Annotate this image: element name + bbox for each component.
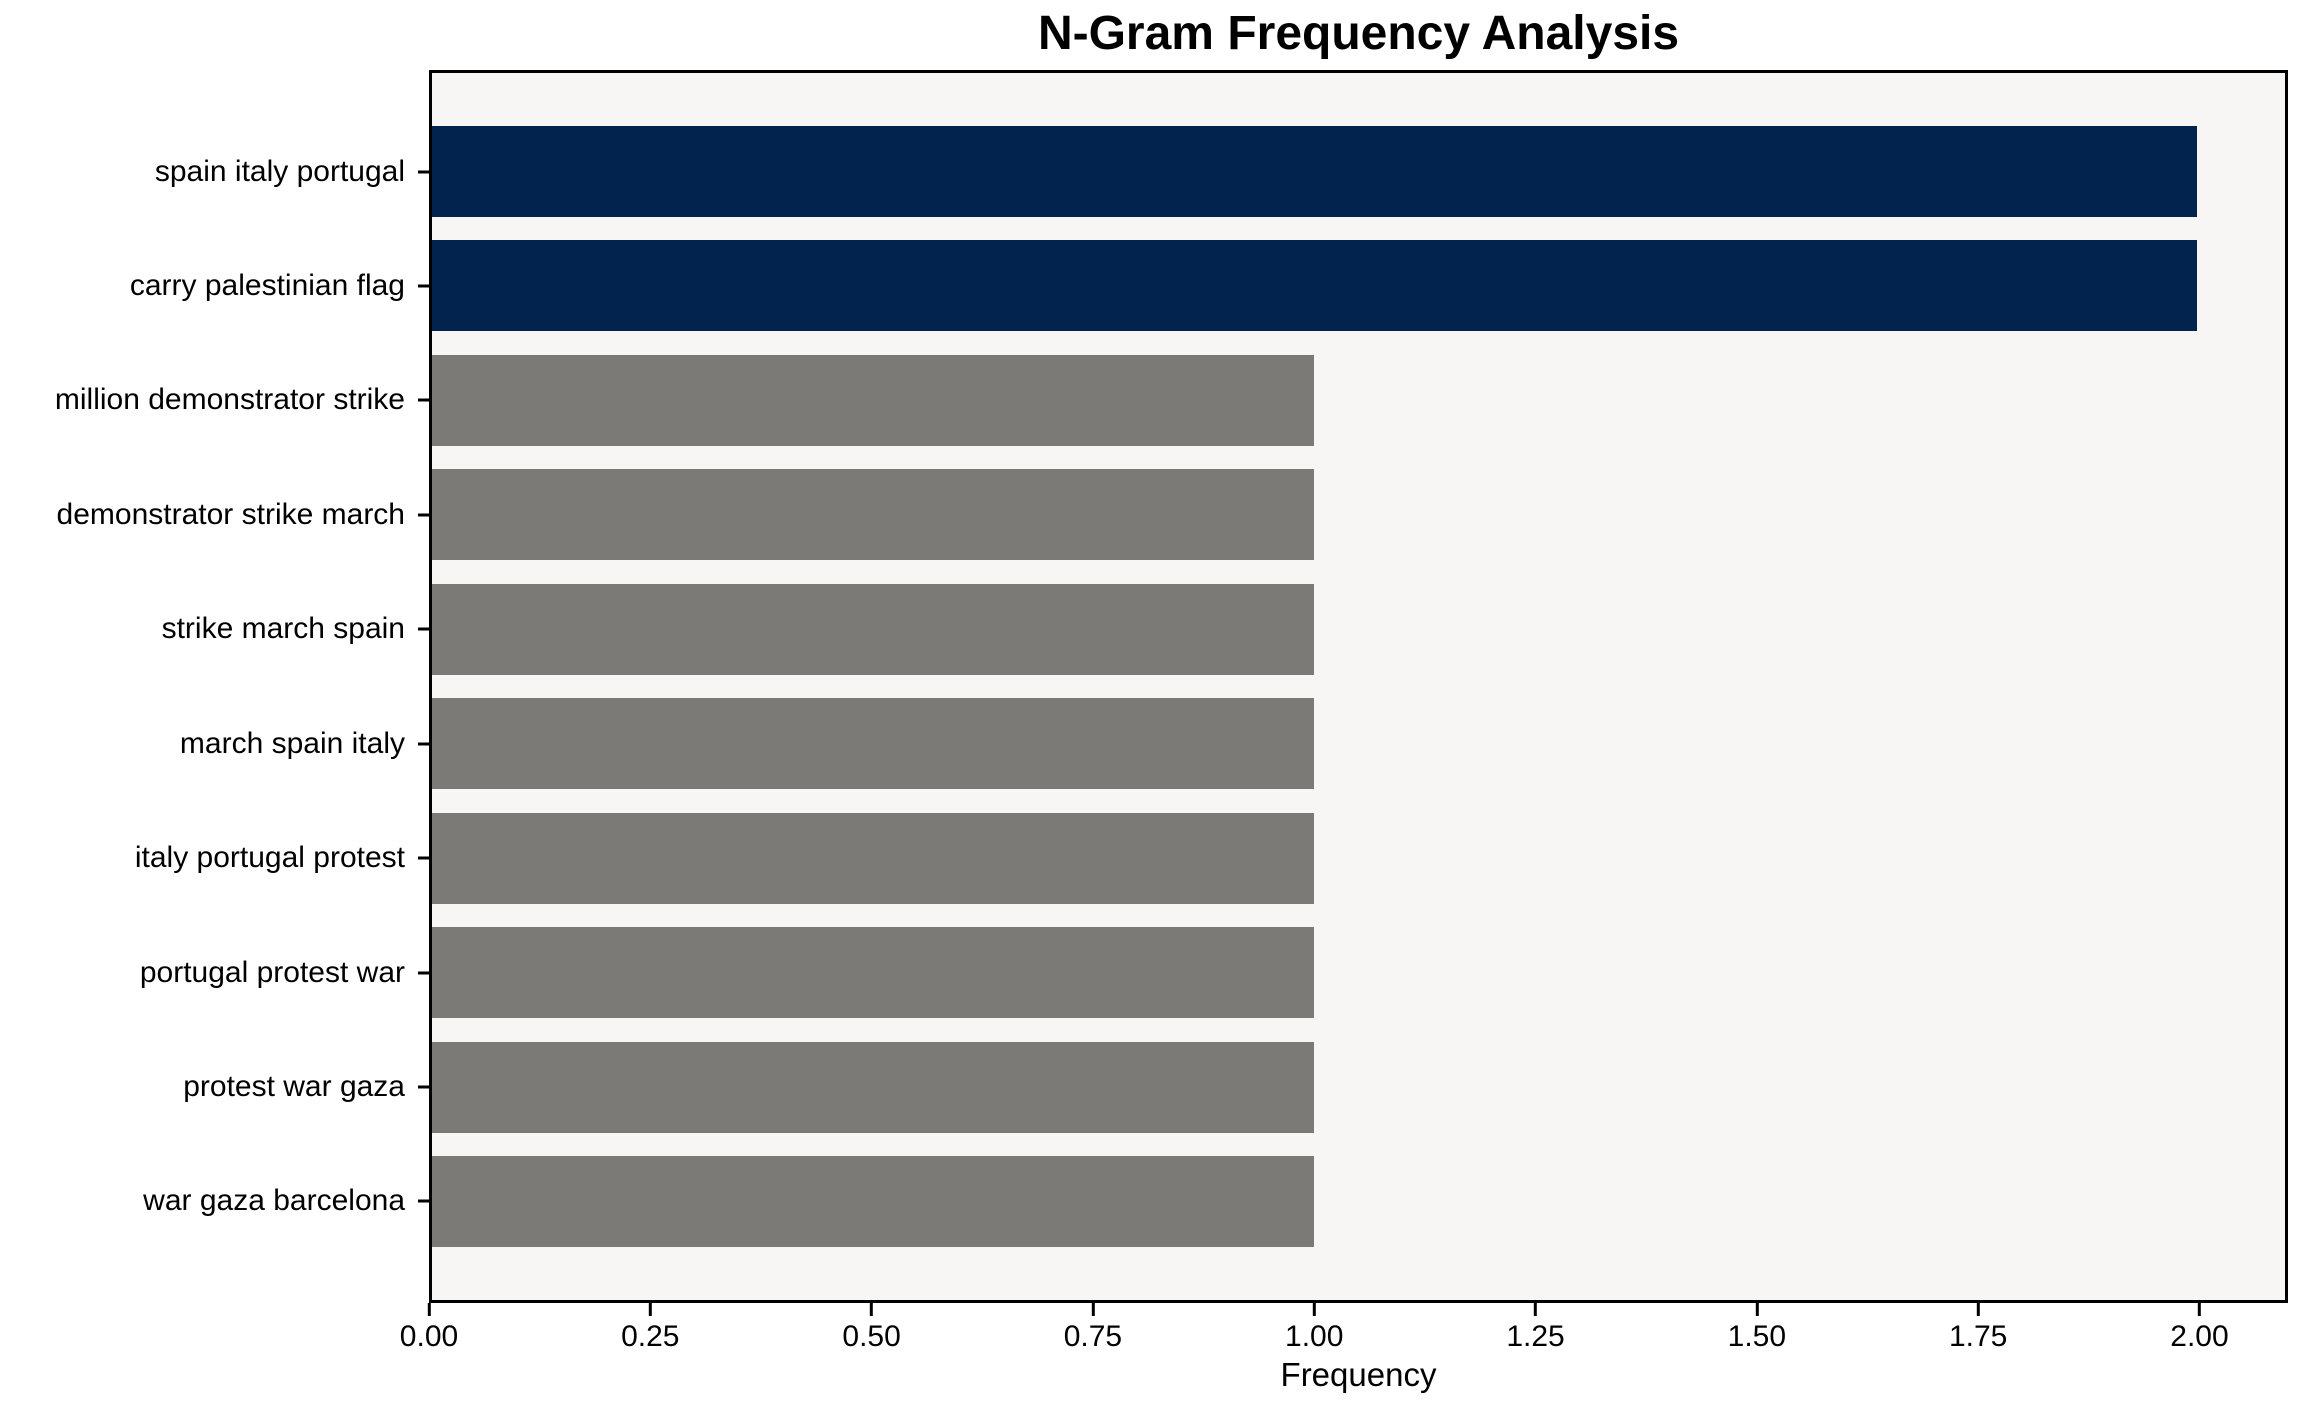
x-tick-label: 1.50 [1727,1320,1787,1353]
bar-9 [432,1041,1315,1133]
x-tick-label: 1.00 [1285,1320,1344,1353]
bar-10 [432,1155,1315,1247]
bar-1 [432,126,2197,217]
x-tick: 0.00 [400,1303,458,1352]
bar-8 [432,927,1315,1019]
x-tick-mark [427,1303,431,1316]
x-tick: 0.50 [842,1303,901,1353]
y-tick-mark [418,170,429,173]
x-tick-label: 0.25 [621,1320,680,1353]
y-tick-row: million demonstrator strike [0,355,429,446]
bars-container [432,73,2285,1300]
x-tick-mark [648,1303,652,1316]
x-tick-mark [870,1303,874,1316]
bar-4 [432,469,1315,561]
y-tick-row: strike march spain [0,584,429,675]
y-tick-label: demonstrator strike march [56,497,405,531]
y-tick-row: portugal protest war [0,927,429,1018]
x-axis: 0.00 0.25 0.50 0.75 1.00 1.25 1.50 1.75 2.00 [400,1303,2288,1373]
bar-7 [432,812,1315,904]
y-tick-label: strike march spain [161,612,405,646]
y-tick-row: spain italy portugal [0,126,429,217]
bar-2 [432,240,2197,332]
y-tick-mark [418,742,429,746]
x-tick: 1.50 [1728,1303,1786,1352]
y-tick-label: million demonstrator strike [54,383,405,417]
y-tick-row: protest war gaza [0,1042,429,1133]
x-tick: 2.00 [2170,1303,2229,1353]
x-tick: 0.25 [621,1303,679,1352]
chart-title: N-Gram Frequency Analysis [1037,7,1680,60]
y-tick-mark [418,513,429,517]
y-tick-row: demonstrator strike march [0,469,429,560]
y-tick-mark [418,856,429,860]
y-tick-mark [418,1085,429,1089]
x-tick-label: 1.75 [1948,1320,2008,1353]
bar-5 [432,583,1315,675]
y-tick-mark [418,398,429,402]
y-tick-label: spain italy portugal [154,154,405,188]
x-tick-mark [1976,1303,1980,1316]
x-tick-mark [2197,1303,2201,1316]
x-axis-label: Frequency [1280,1356,1437,1393]
y-axis: spain italy portugal carry palestinian fl… [0,70,429,1303]
x-tick-mark [1312,1303,1316,1316]
plot-area [429,70,2288,1303]
y-tick-label: portugal protest war [139,955,405,989]
x-tick: 1.75 [1949,1303,2007,1352]
y-tick-label: carry palestinian flag [129,268,405,302]
bar-3 [432,354,1315,446]
y-tick-label: march spain italy [179,726,405,760]
x-tick-mark [1755,1303,1759,1316]
x-tick: 0.75 [1064,1303,1122,1352]
y-tick-mark [418,284,429,288]
y-tick-mark [418,971,429,975]
y-tick-row: carry palestinian flag [0,240,429,331]
x-tick: 1.00 [1285,1303,1343,1352]
x-tick-label: 0.00 [399,1320,459,1353]
x-tick-mark [1534,1303,1538,1316]
y-tick-mark [418,1199,429,1203]
x-tick-label: 0.50 [842,1320,901,1353]
x-tick-label: 1.25 [1506,1320,1565,1353]
y-tick-row: war gaza barcelona [0,1156,429,1247]
y-tick-label: italy portugal protest [134,841,405,875]
y-tick-row: italy portugal protest [0,813,429,904]
y-tick-row: march spain italy [0,698,429,789]
x-tick-label: 2.00 [2170,1320,2229,1353]
x-tick: 1.25 [1506,1303,1565,1353]
y-tick-mark [418,627,429,631]
y-tick-label: protest war gaza [183,1070,405,1103]
x-tick-label: 0.75 [1063,1320,1123,1353]
y-tick-label: war gaza barcelona [143,1184,405,1218]
x-tick-mark [1091,1303,1095,1316]
bar-6 [432,698,1315,790]
